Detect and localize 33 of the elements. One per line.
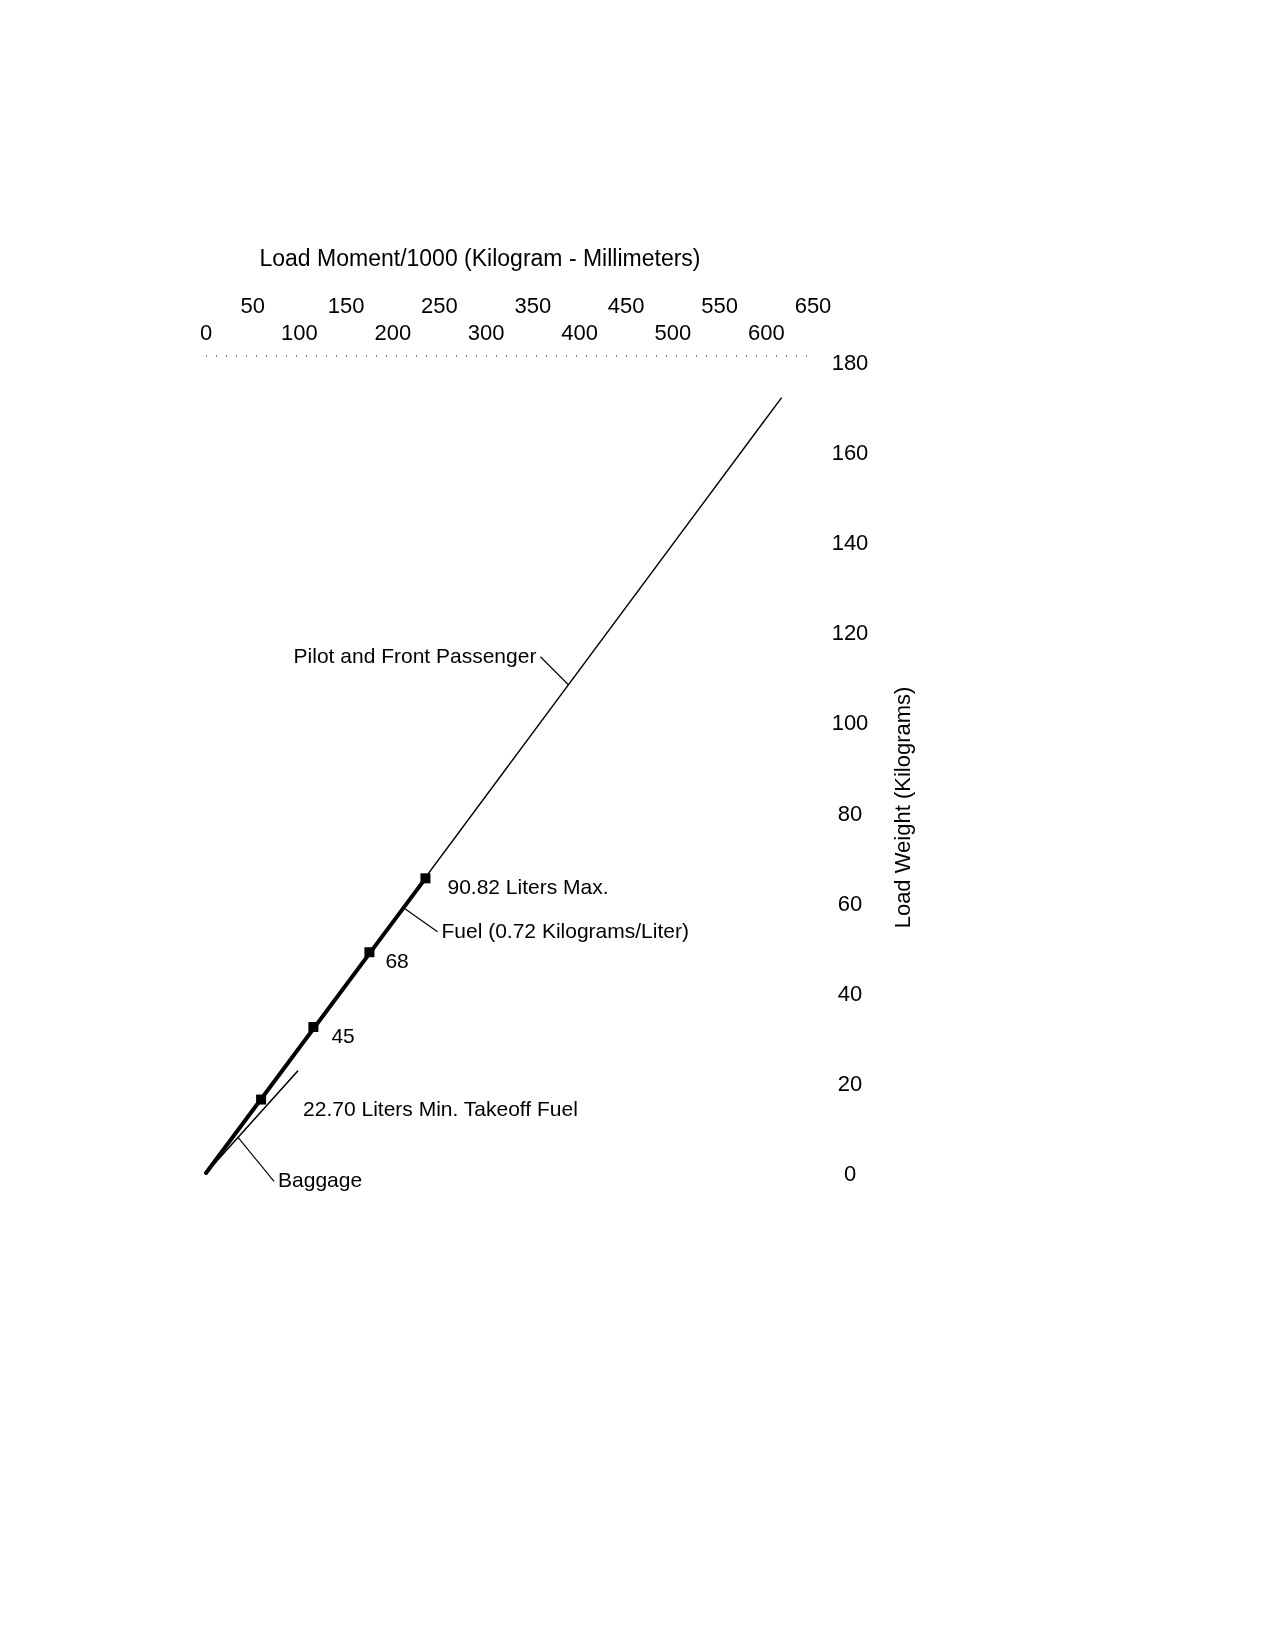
annotation: 90.82 Liters Max. xyxy=(447,875,609,899)
x2-tick-label: 550 xyxy=(701,293,738,318)
y-tick-label: 180 xyxy=(831,350,869,375)
x2-tick-label: 650 xyxy=(794,293,832,318)
x2-tick-label: 50 xyxy=(240,293,265,318)
series-label: Pilot and Front Passenger xyxy=(293,643,537,667)
x2-tick-label: 350 xyxy=(514,293,552,318)
y-tick-label: 80 xyxy=(837,800,863,826)
x-tick-label: 500 xyxy=(654,320,692,345)
y-tick-label: 40 xyxy=(837,980,863,1006)
y-tick-label: 140 xyxy=(831,530,869,556)
x-tick-label: 0 xyxy=(199,320,213,345)
x-tick-label: 200 xyxy=(374,320,412,345)
y-tick-label: 100 xyxy=(831,710,869,736)
annotation: 22.70 Liters Min. Takeoff Fuel xyxy=(303,1096,578,1120)
x-axis-title: Load Moment/1000 (Kilogram - Millimeters) xyxy=(259,245,701,271)
y-tick-label: 0 xyxy=(843,1161,857,1186)
y-tick-label: 120 xyxy=(831,620,869,646)
text: Baggage xyxy=(278,1168,363,1192)
x-tick-label: 600 xyxy=(747,320,785,345)
x-tick-label: 100 xyxy=(281,320,318,345)
y-axis-title: Load Weight (Kilograms) xyxy=(890,686,915,929)
x2-tick-label: 250 xyxy=(421,293,458,318)
legend-label: Fuel (0.72 Kilograms/Liter) xyxy=(441,918,689,942)
annotation: 45 xyxy=(331,1024,355,1048)
x2-tick-label: 150 xyxy=(327,293,365,318)
y-tick-label: 160 xyxy=(831,440,869,466)
x-tick-label: 300 xyxy=(467,320,505,345)
x2-tick-label: 450 xyxy=(607,293,645,318)
annotation: 68 xyxy=(385,949,409,973)
x-tick-label: 400 xyxy=(561,320,598,345)
y-tick-label: 60 xyxy=(837,890,863,916)
y-tick-label: 20 xyxy=(837,1070,863,1096)
